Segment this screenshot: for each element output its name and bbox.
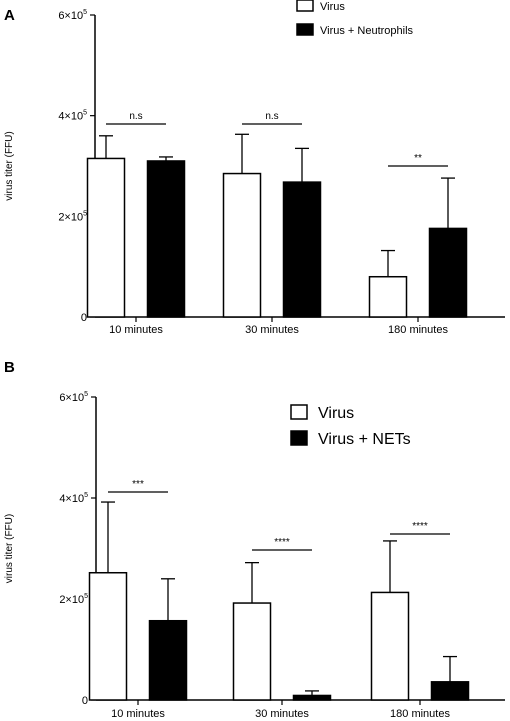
panel-b: B 0 2×105 4×105 6×105 virus titer (FFU) 10 min… <box>4 359 505 720</box>
legend-label: Virus + NETs <box>318 431 411 448</box>
significance-label: ** <box>414 153 422 164</box>
y-tick-label: 0 <box>81 312 87 324</box>
y-tick-label: 6×105 <box>59 391 88 404</box>
legend-swatch <box>296 0 314 12</box>
panel-letter: B <box>4 359 15 376</box>
y-tick-label: 2×105 <box>58 210 87 223</box>
y-tick-label: 4×105 <box>59 492 88 505</box>
y-axis-title: virus titer (FFU) <box>4 131 15 200</box>
x-tick-label: 10 minutes <box>111 708 165 720</box>
legend-label: Virus <box>318 405 354 422</box>
x-tick-label: 30 minutes <box>255 708 309 720</box>
bar-virus-0 <box>86 157 126 318</box>
bar-treated-1 <box>292 694 332 701</box>
bar-virus-0 <box>88 571 128 701</box>
bar-treated-2 <box>430 681 470 701</box>
bar-treated-2 <box>428 227 468 318</box>
bar-virus-1 <box>222 172 262 318</box>
significance-label: **** <box>412 521 428 532</box>
y-tick-label: 2×105 <box>59 593 88 606</box>
y-tick-label: 6×105 <box>58 9 87 22</box>
bar-virus-1 <box>232 602 272 701</box>
significance-label: *** <box>132 479 144 490</box>
y-axis-title: virus titer (FFU) <box>4 514 15 583</box>
bar-virus-2 <box>370 591 410 701</box>
x-tick-label: 30 minutes <box>245 324 299 336</box>
x-tick-label: 180 minutes <box>390 708 450 720</box>
x-tick-label: 180 minutes <box>388 324 448 336</box>
panel-letter: A <box>4 7 15 24</box>
legend-swatch <box>290 430 308 446</box>
significance-label: n.s <box>265 111 278 122</box>
y-tick-label: 0 <box>82 695 88 707</box>
significance-label: n.s <box>129 111 142 122</box>
legend-label: Virus + Neutrophils <box>320 25 414 37</box>
legend-label: Virus <box>320 1 345 13</box>
panel-a: A 0 2×105 4×105 6×105 virus titer (FFU) 10 min… <box>4 0 505 336</box>
legend-swatch <box>290 404 308 420</box>
legend-swatch <box>296 23 314 36</box>
bar-treated-0 <box>148 619 188 701</box>
bar-treated-0 <box>146 160 186 318</box>
x-tick-label: 10 minutes <box>109 324 163 336</box>
bar-treated-1 <box>282 181 322 318</box>
significance-label: **** <box>274 537 290 548</box>
bar-virus-2 <box>368 275 408 318</box>
y-tick-label: 4×105 <box>58 110 87 123</box>
